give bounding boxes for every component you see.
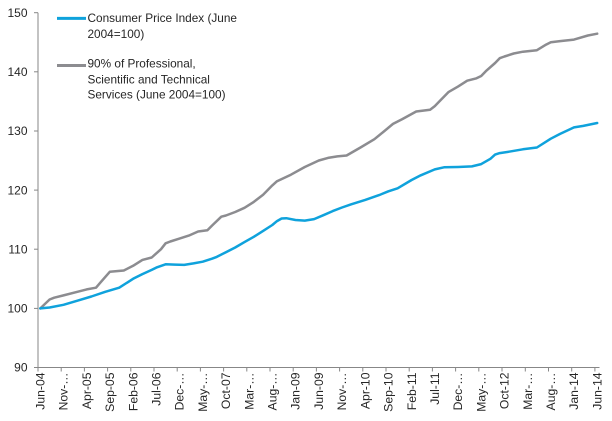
svg-text:Apr-05: Apr-05 [80,372,94,409]
svg-text:Aug-…: Aug-… [544,373,558,411]
svg-text:Dec-…: Dec-… [451,373,465,411]
svg-text:Jul-11: Jul-11 [428,372,442,405]
svg-text:Nov-…: Nov-… [57,373,71,411]
svg-text:Dec-…: Dec-… [173,373,187,411]
svg-text:Jun-14: Jun-14 [590,372,604,409]
svg-text:130: 130 [7,124,27,138]
svg-text:Sep-05: Sep-05 [103,372,117,412]
svg-text:Scientific and Technical: Scientific and Technical [88,73,210,87]
svg-text:Nov-…: Nov-… [335,373,349,411]
svg-text:100: 100 [7,302,27,316]
svg-text:120: 120 [7,183,27,197]
svg-text:150: 150 [7,6,27,20]
svg-text:Jan-14: Jan-14 [567,372,581,409]
svg-text:90% of Professional,: 90% of Professional, [88,57,196,71]
svg-text:Feb-11: Feb-11 [405,372,419,410]
svg-text:Mar-…: Mar-… [521,373,535,410]
svg-text:Services (June 2004=100): Services (June 2004=100) [88,88,226,102]
svg-text:Consumer Price Index (June: Consumer Price Index (June [88,11,238,25]
svg-text:110: 110 [8,242,27,256]
svg-text:Mar-…: Mar-… [242,373,256,410]
svg-text:2004=100): 2004=100) [88,27,145,41]
svg-text:May-…: May-… [474,373,488,412]
svg-text:140: 140 [7,65,27,79]
svg-text:Oct-12: Oct-12 [498,372,512,409]
svg-text:Aug-…: Aug-… [266,373,280,411]
svg-text:Apr-10: Apr-10 [358,372,372,409]
svg-text:Jan-09: Jan-09 [289,372,303,409]
svg-text:Jun-04: Jun-04 [34,372,48,409]
svg-text:Feb-06: Feb-06 [126,372,140,411]
svg-text:Sep-10: Sep-10 [382,372,396,412]
svg-text:Jul-06: Jul-06 [150,372,164,405]
svg-text:Oct-07: Oct-07 [219,372,233,409]
svg-text:May-…: May-… [196,373,210,412]
svg-text:Jun-09: Jun-09 [312,372,326,409]
svg-text:90: 90 [14,361,28,375]
